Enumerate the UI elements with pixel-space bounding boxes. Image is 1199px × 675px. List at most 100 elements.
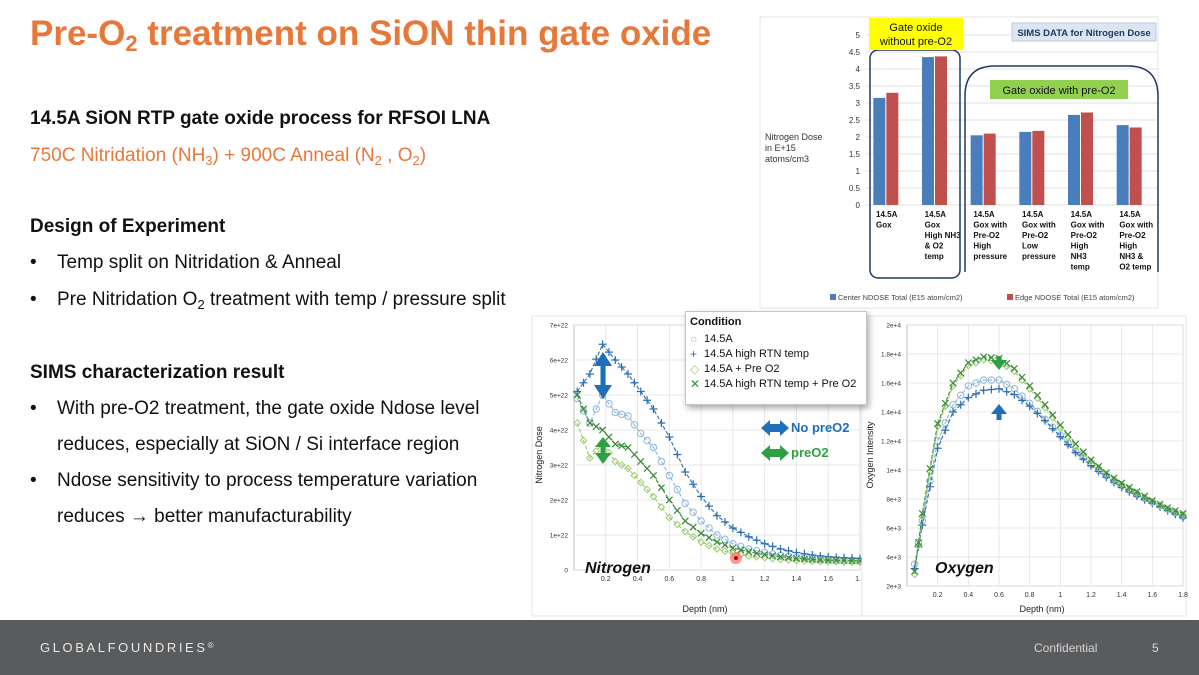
ytick-label: 8e+3 [886,497,901,504]
marker-x [573,391,581,399]
ytick-label: 2e+4 [886,323,901,330]
marker-diamond [1110,475,1118,484]
marker-x [1110,474,1118,482]
marker-circle [768,550,777,558]
marker-x [1164,504,1172,512]
marker-x [934,419,942,428]
marker-plus [800,549,809,558]
series-line [914,359,1184,575]
marker-x [1118,479,1126,487]
marker-diamond [1140,493,1149,502]
marker-plus [1064,440,1072,449]
plus-marker-icon: + [690,347,698,361]
diamond-marker-icon: ◇ [690,362,700,376]
marker-x [1087,456,1095,464]
marker-plus [964,393,973,402]
marker-circle [586,419,594,427]
marker-diamond [585,454,594,462]
marker-diamond [611,457,620,466]
bar-ytick-label: 2.5 [849,116,861,125]
marker-x [1026,382,1034,390]
marker-plus [752,536,761,545]
annotation-without-preo2-line-1: Gate oxide [889,22,942,34]
marker-circle [705,524,713,532]
footer-bar: GLOBALFOUNDRIES® Confidential 5 [0,620,1199,675]
marker-x [1033,391,1041,399]
marker-circle [964,382,973,390]
marker-x [1125,483,1133,492]
x-marker-icon: ✕ [690,377,701,391]
marker-x [926,464,934,473]
marker-plus [768,542,777,551]
marker-x [1041,401,1049,409]
marker-circle [657,457,666,466]
marker-x [1056,421,1064,429]
ytick-label: 6e+3 [886,526,901,533]
marker-diamond [673,520,682,529]
ytick-label: 0 [564,568,568,575]
marker-plus [1041,416,1049,425]
ytick-label: 7e+22 [550,323,569,330]
oxygen-label: Oxygen [935,560,994,577]
marker-plus [784,546,793,555]
marker-circle [681,499,689,508]
bar-chart-grid [866,34,1158,206]
bar-chart-title: SIMS DATA for Nitrogen Dose [1017,28,1150,39]
nitrogen-label: Nitrogen [585,560,651,577]
marker-circle [760,548,769,557]
no-preo2-legend-arrow-icon [761,420,789,436]
marker-diamond [573,419,582,427]
oxygen-chart-ylabel: Oxygen Intensity [865,421,875,489]
marker-plus [697,492,706,501]
marker-plus [636,387,645,396]
marker-x [1049,411,1057,419]
marker-plus [1025,402,1034,411]
marker-plus [1056,432,1065,441]
bar-edge [886,92,899,205]
oxygen-chart-series [910,353,1187,579]
marker-diamond [713,545,721,553]
nitrogen-chart-xlabel: Depth (nm) [682,604,727,614]
marker-x [637,457,645,466]
marker-diamond [816,557,825,566]
ytick-label: 6e+22 [550,358,569,365]
marker-x [1018,373,1026,381]
circle-marker-icon: ○ [690,332,698,346]
marker-plus [598,340,607,349]
oxygen-chart-panel [861,315,1187,617]
marker-diamond [617,461,626,469]
bar-ytick-label: 0 [856,201,861,210]
marker-plus [979,386,988,395]
legend-swatch-edge [1007,294,1013,300]
oxygen-arrow-blue-icon [991,404,1007,420]
marker-x [848,557,856,565]
confidential-label: Confidential [1034,641,1098,655]
nitrogen-chart-tick-labels: 0.2 0.4 0.6 0.8 1 1.2 1.4 1.6 1.8 0 1e+22 2e+22 3e+2… [550,323,865,584]
marker-circle [697,517,705,525]
condition-legend: Condition ○ 14.5A + 14.5A high RTN temp … [685,311,867,405]
ytick-label: 1.4e+4 [881,410,901,417]
marker-plus [665,433,674,441]
marker-diamond [657,503,666,511]
marker-plus [585,370,594,378]
marker-plus [1002,387,1011,396]
legend-item-3: 14.5A + Pre O2 [704,363,780,375]
marker-x [1171,506,1179,515]
marker-x [1179,509,1187,518]
marker-x [800,555,809,563]
marker-x [1095,462,1103,470]
marker-x [784,553,793,562]
bar-edge [1032,130,1045,205]
marker-x [598,426,607,434]
xtick-label: 1.4 [792,576,802,583]
marker-diamond [792,556,801,565]
bar-ytick-label: 3.5 [849,82,861,91]
marker-plus [630,378,639,387]
bar-ytick-label: 2 [856,133,861,142]
bar-chart-bars [873,56,1142,205]
marker-circle [665,471,674,480]
marker-circle [673,485,681,494]
marker-plus [995,384,1003,393]
xtick-label: 1.8 [1178,592,1188,599]
preo2-arrow-icon [595,437,611,464]
